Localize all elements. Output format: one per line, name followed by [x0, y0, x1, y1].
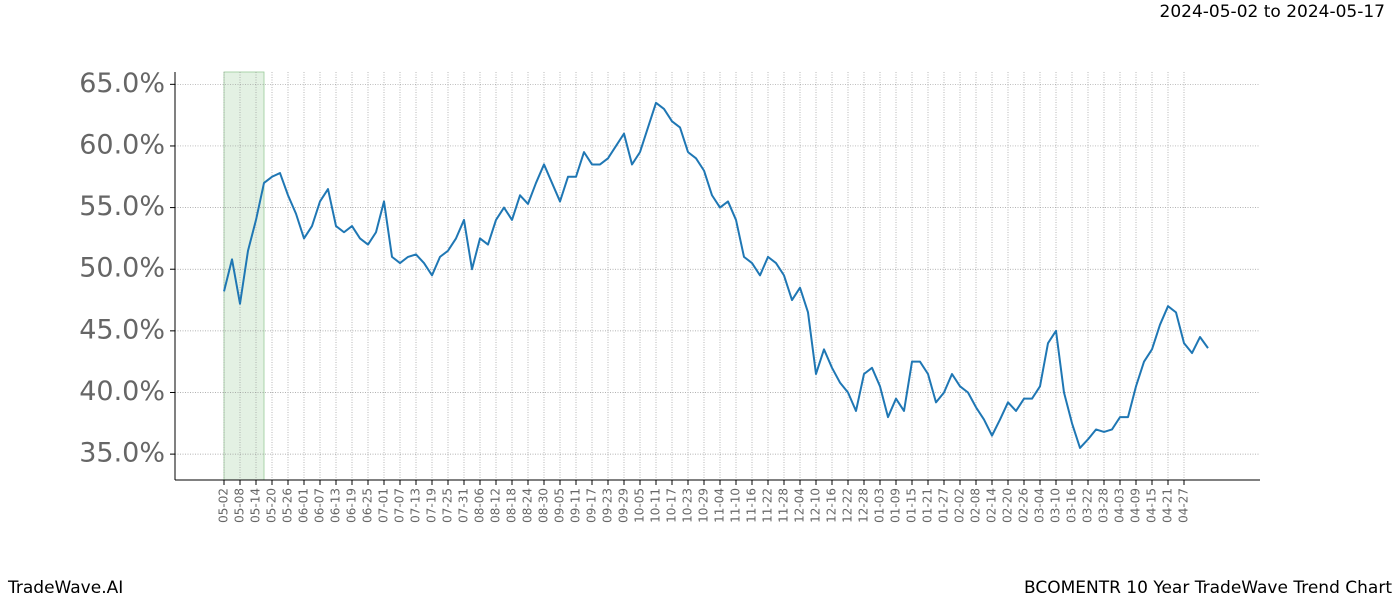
x-tick-label: 05-08 — [233, 488, 247, 523]
x-tick-label: 07-01 — [377, 488, 391, 523]
y-tick-label: 40.0% — [79, 376, 165, 407]
x-tick-label: 11-22 — [761, 488, 775, 523]
x-tick-label: 06-01 — [297, 488, 311, 523]
x-tick-label: 09-05 — [553, 488, 567, 523]
x-tick-label: 03-28 — [1097, 488, 1111, 523]
x-tick-label: 06-25 — [361, 488, 375, 523]
x-tick-label: 04-27 — [1177, 488, 1191, 523]
x-tick-label: 12-10 — [809, 488, 823, 523]
x-tick-label: 08-12 — [489, 488, 503, 523]
x-tick-label: 01-21 — [921, 488, 935, 523]
x-tick-label: 05-14 — [249, 488, 263, 523]
x-tick-label: 02-08 — [969, 488, 983, 523]
x-tick-label: 04-03 — [1113, 488, 1127, 523]
x-tick-label: 01-15 — [905, 488, 919, 523]
x-tick-label: 01-03 — [873, 488, 887, 523]
x-tick-label: 08-30 — [537, 488, 551, 523]
x-tick-label: 03-10 — [1049, 488, 1063, 523]
x-tick-label: 04-15 — [1145, 488, 1159, 523]
x-tick-label: 02-20 — [1001, 488, 1015, 523]
x-tick-label: 07-13 — [409, 488, 423, 523]
x-tick-label: 11-16 — [745, 488, 759, 523]
x-tick-label: 09-23 — [601, 488, 615, 523]
x-tick-label: 12-04 — [793, 488, 807, 523]
x-tick-label: 01-09 — [889, 488, 903, 523]
footer-right: BCOMENTR 10 Year TradeWave Trend Chart — [1024, 578, 1392, 598]
x-tick-label: 10-11 — [649, 488, 663, 523]
x-tick-label: 08-06 — [473, 488, 487, 523]
x-tick-label: 06-19 — [345, 488, 359, 523]
x-tick-label: 12-22 — [841, 488, 855, 523]
y-tick-label: 65.0% — [79, 68, 165, 99]
x-tick-label: 10-05 — [633, 488, 647, 523]
y-tick-label: 60.0% — [79, 129, 165, 160]
x-tick-label: 07-25 — [441, 488, 455, 523]
x-tick-label: 11-10 — [729, 488, 743, 523]
data-line — [223, 101, 1209, 449]
x-tick-label: 09-11 — [569, 488, 583, 523]
y-tick-label: 55.0% — [79, 191, 165, 222]
x-tick-label: 06-07 — [313, 488, 327, 523]
x-tick-label: 09-17 — [585, 488, 599, 523]
x-tick-label: 12-16 — [825, 488, 839, 523]
x-tick-label: 09-29 — [617, 488, 631, 523]
x-tick-label: 08-18 — [505, 488, 519, 523]
x-tick-label: 04-09 — [1129, 488, 1143, 523]
x-tick-label: 07-31 — [457, 488, 471, 523]
x-tick-label: 04-21 — [1161, 488, 1175, 523]
subtitle: 2024-05-02 to 2024-05-17 — [1160, 2, 1385, 22]
x-tick-label: 05-02 — [217, 488, 231, 523]
x-tick-label: 02-14 — [985, 488, 999, 523]
x-tick-label: 03-16 — [1065, 488, 1079, 523]
x-tick-label: 12-28 — [857, 488, 871, 523]
x-tick-label: 10-23 — [681, 488, 695, 523]
x-tick-label: 10-29 — [697, 488, 711, 523]
x-tick-label: 02-02 — [953, 488, 967, 523]
x-tick-label: 03-04 — [1033, 488, 1047, 523]
x-tick-label: 02-26 — [1017, 488, 1031, 523]
x-tick-label: 03-22 — [1081, 488, 1095, 523]
footer-left: TradeWave.AI — [7, 578, 123, 598]
x-tick-label: 10-17 — [665, 488, 679, 523]
x-tick-label: 07-07 — [393, 488, 407, 523]
y-tick-label: 45.0% — [79, 314, 165, 345]
x-tick-label: 11-04 — [713, 488, 727, 523]
y-tick-label: 35.0% — [79, 438, 165, 469]
x-tick-label: 07-19 — [425, 488, 439, 523]
x-tick-label: 01-27 — [937, 488, 951, 523]
x-tick-label: 06-13 — [329, 488, 343, 523]
x-tick-label: 11-28 — [777, 488, 791, 523]
x-tick-label: 05-20 — [265, 488, 279, 523]
x-tick-label: 05-26 — [281, 488, 295, 523]
x-tick-label: 08-24 — [521, 488, 535, 523]
y-tick-label: 50.0% — [79, 253, 165, 284]
